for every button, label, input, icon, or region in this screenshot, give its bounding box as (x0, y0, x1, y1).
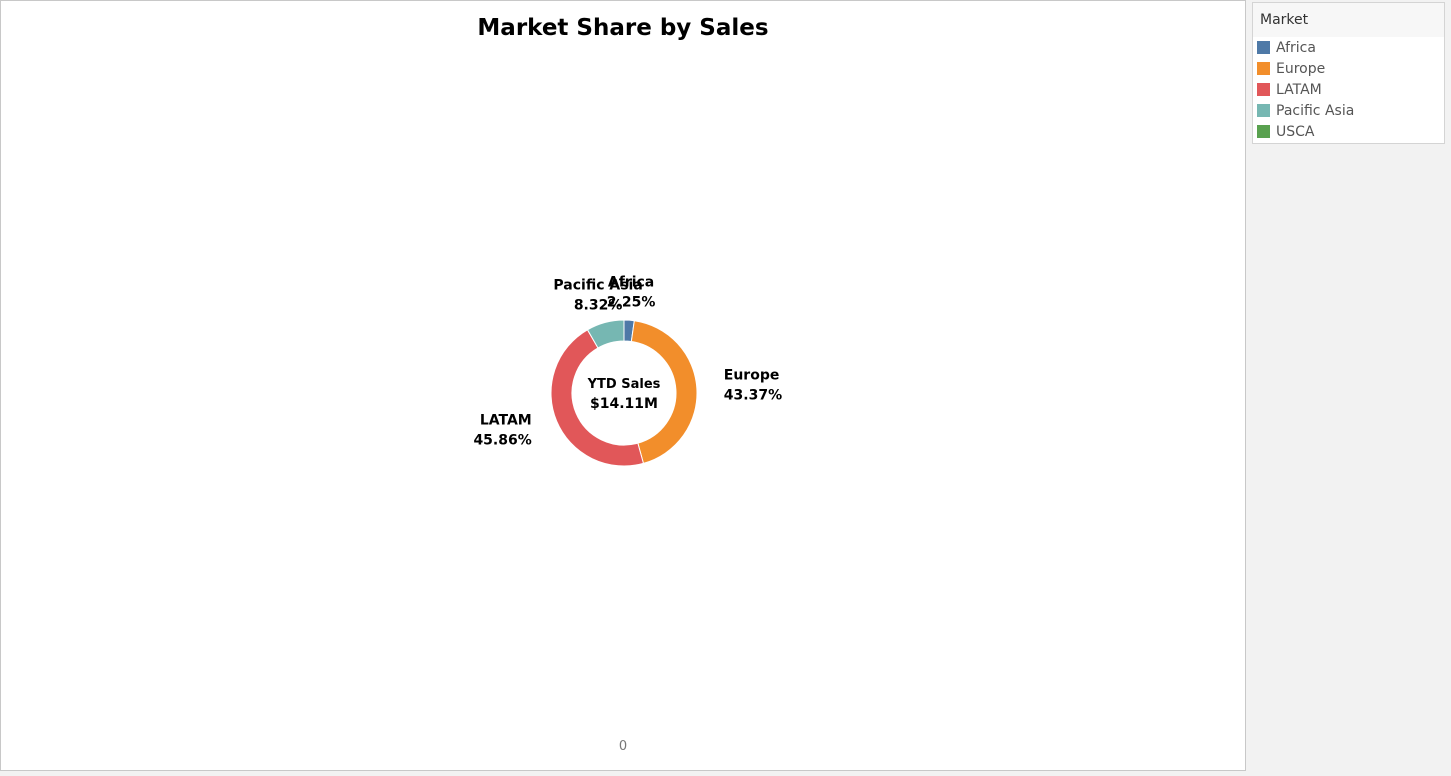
legend-swatch (1257, 125, 1270, 138)
legend-item-pacific-asia[interactable]: Pacific Asia (1253, 100, 1444, 121)
slice-label-category: Pacific Asia (553, 277, 642, 293)
chart-title: Market Share by Sales (477, 15, 769, 41)
legend-label: Europe (1276, 60, 1326, 77)
slice-label-category: Europe (724, 368, 780, 384)
slice-label-value: 2.25% (607, 294, 656, 310)
center-label-value: $14.11M (590, 396, 658, 412)
slice-label-value: 8.32% (574, 297, 623, 313)
donut-chart: Africa 2.25% Europe 43.37% LATAM 45.86% Pacifi… (473, 274, 782, 467)
legend-item-usca[interactable]: USCA (1253, 121, 1444, 142)
slice-label-value: 45.86% (473, 433, 531, 449)
slice-label-pacific-asia: Pacific Asia 8.32% (553, 277, 642, 313)
slice-label-latam: LATAM 45.86% (473, 413, 531, 449)
center-label-title: YTD Sales (587, 377, 661, 392)
slice-label-europe: Europe 43.37% (724, 368, 782, 404)
axis-zero-label: 0 (618, 739, 628, 754)
legend-title: Market (1253, 3, 1444, 37)
slice-latam[interactable] (550, 329, 645, 467)
slice-label-africa: Africa 2.25% (607, 274, 656, 310)
legend-items: Africa Europe LATAM Pacific Asia USCA (1253, 37, 1444, 142)
slice-europe[interactable] (630, 320, 698, 464)
center-label: YTD Sales $14.11M (587, 377, 661, 412)
legend-swatch (1257, 104, 1270, 117)
slice-pacific-asia[interactable] (586, 319, 625, 349)
legend-item-europe[interactable]: Europe (1253, 58, 1444, 79)
chart-canvas: Market Share by Sales Africa 2.25% Europe 4… (0, 0, 1246, 771)
legend-label: Pacific Asia (1276, 102, 1355, 119)
slice-label-category: LATAM (480, 413, 532, 429)
legend-label: USCA (1276, 123, 1315, 140)
legend-swatch (1257, 41, 1270, 54)
legend-swatch (1257, 62, 1270, 75)
legend-item-africa[interactable]: Africa (1253, 37, 1444, 58)
legend-swatch (1257, 83, 1270, 96)
legend: Market Africa Europe LATAM Pacific Asia USCA (1252, 2, 1445, 144)
slice-label-category: Africa (608, 274, 654, 290)
slice-label-value: 43.37% (724, 388, 782, 404)
legend-item-latam[interactable]: LATAM (1253, 79, 1444, 100)
legend-label: Africa (1276, 39, 1316, 56)
legend-label: LATAM (1276, 81, 1322, 98)
